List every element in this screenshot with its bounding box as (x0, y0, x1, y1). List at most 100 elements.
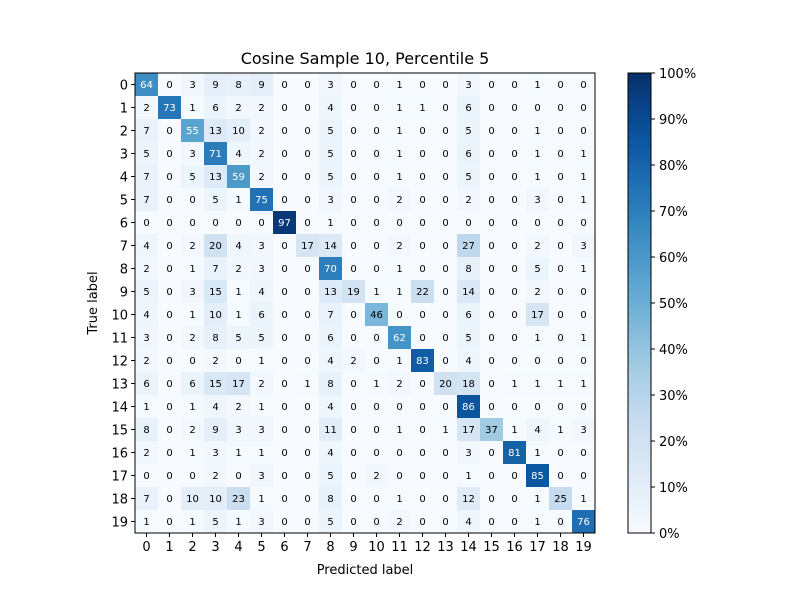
heatmap-cell (365, 487, 388, 510)
heatmap-cell (342, 349, 365, 372)
heatmap-cell (158, 257, 181, 280)
heatmap-cell (457, 188, 480, 211)
cell-value-label: 4 (235, 149, 241, 160)
cell-value-label: 0 (580, 402, 586, 413)
heatmap-cell (480, 234, 503, 257)
heatmap-cell (365, 211, 388, 234)
cell-value-label: 0 (557, 80, 563, 91)
heatmap-cell (411, 487, 434, 510)
cell-value-label: 1 (442, 425, 448, 436)
cell-value-label: 0 (488, 103, 494, 114)
cell-value-label: 0 (304, 218, 310, 229)
cell-value-label: 17 (531, 310, 544, 321)
heatmap-cell (503, 487, 526, 510)
heatmap-cell (342, 418, 365, 441)
heatmap-cell (388, 165, 411, 188)
heatmap-cell (388, 510, 411, 533)
heatmap-cell (434, 257, 457, 280)
cell-value-label: 1 (396, 264, 402, 275)
cell-value-label: 0 (442, 471, 448, 482)
cell-value-label: 15 (209, 379, 222, 390)
heatmap-cell (388, 119, 411, 142)
heatmap-cell (365, 257, 388, 280)
cell-value-label: 6 (189, 379, 195, 390)
heatmap-cell (411, 96, 434, 119)
cell-value-label: 13 (209, 172, 222, 183)
cell-value-label: 0 (488, 333, 494, 344)
cell-value-label: 0 (442, 195, 448, 206)
cell-value-label: 4 (327, 103, 333, 114)
heatmap-cell (181, 464, 204, 487)
cell-value-label: 1 (580, 333, 586, 344)
colorbar-tick-label: 100% (659, 67, 696, 82)
cell-value-label: 0 (419, 517, 425, 528)
cell-value-label: 0 (166, 517, 172, 528)
heatmap-cell (135, 165, 158, 188)
cell-value-label: 0 (442, 333, 448, 344)
cell-value-label: 1 (396, 494, 402, 505)
cell-value-label: 0 (235, 356, 241, 367)
cell-value-label: 0 (442, 126, 448, 137)
heatmap-cell (457, 487, 480, 510)
cell-value-label: 7 (327, 310, 333, 321)
heatmap-cell (273, 119, 296, 142)
cell-value-label: 4 (534, 425, 540, 436)
heatmap-cell (250, 96, 273, 119)
heatmap-cell (503, 165, 526, 188)
heatmap-cell (503, 211, 526, 234)
heatmap-cell (526, 280, 549, 303)
heatmap-cell (365, 395, 388, 418)
cell-value-label: 3 (258, 517, 264, 528)
heatmap-cell (135, 372, 158, 395)
cell-value-label: 1 (235, 195, 241, 206)
cell-value-label: 3 (212, 448, 218, 459)
heatmap-cell (572, 303, 595, 326)
y-tick-label: 9 (120, 286, 128, 301)
cell-value-label: 0 (281, 494, 287, 505)
heatmap-cell (135, 510, 158, 533)
cell-value-label: 3 (258, 264, 264, 275)
heatmap-cell (503, 395, 526, 418)
heatmap-cell (273, 372, 296, 395)
heatmap-cell (227, 418, 250, 441)
heatmap-cell (365, 326, 388, 349)
cell-value-label: 75 (255, 195, 268, 206)
cell-value-label: 0 (442, 287, 448, 298)
heatmap-cell (158, 372, 181, 395)
x-tick-label: 5 (257, 540, 265, 555)
heatmap-cell (457, 165, 480, 188)
heatmap-cell (503, 257, 526, 280)
cell-value-label: 0 (212, 218, 218, 229)
heatmap-cell (158, 441, 181, 464)
heatmap-cell (181, 418, 204, 441)
cell-value-label: 0 (281, 402, 287, 413)
cell-value-label: 0 (442, 218, 448, 229)
cell-value-label: 3 (258, 241, 264, 252)
cell-value-label: 22 (416, 287, 429, 298)
heatmap-cell (480, 211, 503, 234)
cell-value-label: 1 (580, 172, 586, 183)
cell-value-label: 1 (396, 425, 402, 436)
cell-value-label: 1 (534, 172, 540, 183)
cell-value-label: 0 (350, 126, 356, 137)
cell-value-label: 5 (189, 172, 195, 183)
heatmap-cell (296, 441, 319, 464)
heatmap-cell (526, 188, 549, 211)
cell-value-label: 1 (534, 149, 540, 160)
cell-value-label: 8 (212, 333, 218, 344)
heatmap-cell (273, 211, 296, 234)
heatmap-cell (365, 303, 388, 326)
x-tick-label: 3 (211, 540, 219, 555)
cell-value-label: 10 (186, 494, 199, 505)
heatmap-cell (319, 441, 342, 464)
heatmap-cell (457, 119, 480, 142)
heatmap-cell (204, 119, 227, 142)
heatmap-cell (227, 349, 250, 372)
colorbar-tick-label: 40% (659, 343, 688, 358)
heatmap-cell (319, 326, 342, 349)
heatmap-cell (250, 349, 273, 372)
heatmap-cell (319, 188, 342, 211)
heatmap-cell (319, 372, 342, 395)
heatmap-cell (319, 487, 342, 510)
heatmap-cell (365, 510, 388, 533)
